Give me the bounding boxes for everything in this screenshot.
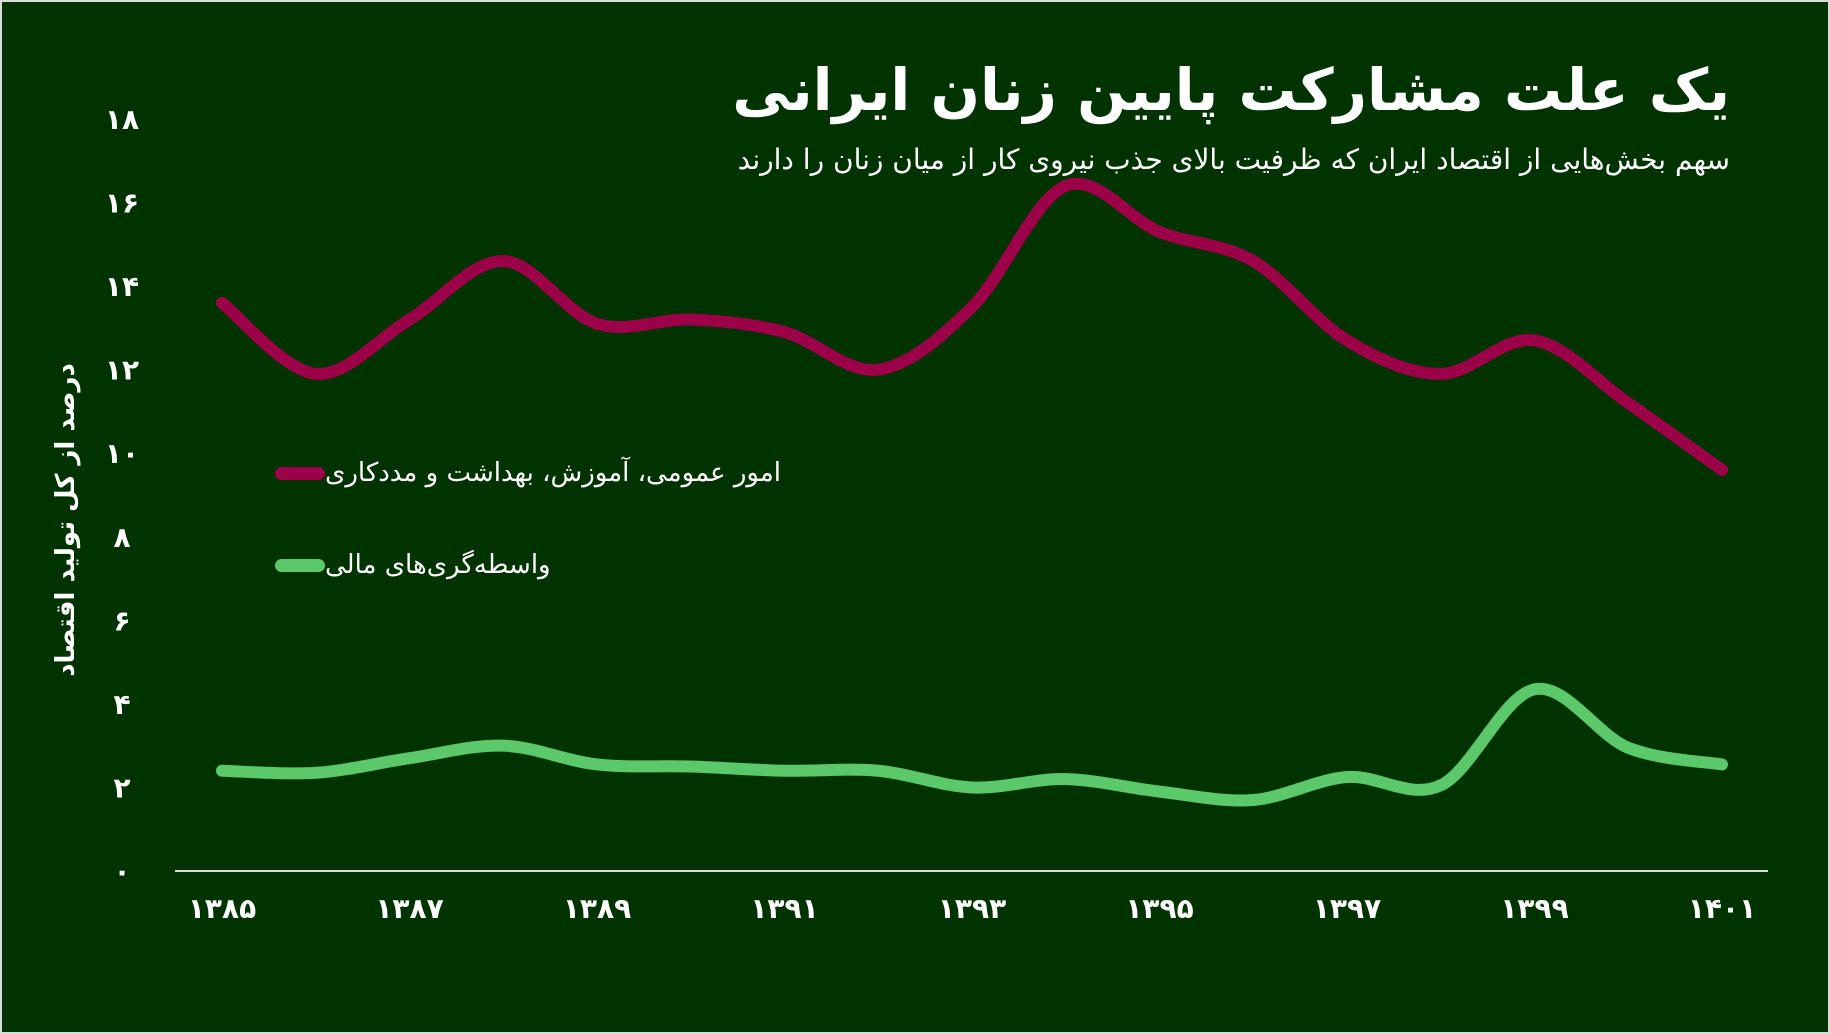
y-tick-label: ۰ bbox=[113, 855, 130, 888]
x-tick-label: ۱۳۸۷ bbox=[375, 892, 443, 925]
x-tick-label: ۱۳۸۵ bbox=[188, 892, 256, 925]
legend-label: امور عمومی، آموزش، بهداشت و مددکاری bbox=[325, 458, 782, 488]
legend-item-financial: واسطه‌گری‌های مالی bbox=[275, 548, 551, 582]
y-tick-label: ۴ bbox=[113, 688, 130, 721]
x-axis-ticks: ۱۳۸۵ ۱۳۸۷ ۱۳۸۹ ۱۳۹۱ ۱۳۹۳ ۱۳۹۵ ۱۳۹۷ ۱۳۹۹ ۱۴۰۱ bbox=[188, 892, 1756, 925]
series-line-public-services bbox=[216, 177, 1728, 476]
x-tick-label: ۱۳۹۷ bbox=[1313, 892, 1381, 925]
series-line-financial bbox=[216, 682, 1728, 807]
x-tick-label: ۱۳۸۹ bbox=[563, 892, 631, 925]
y-axis-ticks: ۰ ۲ ۴ ۶ ۸ ۱۰ ۱۲ ۱۴ ۱۶ ۱۸ bbox=[105, 103, 139, 888]
y-tick-label: ۱۸ bbox=[105, 103, 139, 136]
y-tick-label: ۶ bbox=[113, 604, 130, 637]
series-lines bbox=[216, 177, 1728, 807]
legend-label: واسطه‌گری‌های مالی bbox=[325, 550, 551, 580]
y-tick-label: ۱۶ bbox=[105, 187, 139, 220]
y-tick-label: ۱۰ bbox=[105, 437, 139, 470]
x-tick-label: ۱۳۹۱ bbox=[750, 892, 818, 925]
legend-item-public-services: امور عمومی، آموزش، بهداشت و مددکاری bbox=[275, 456, 781, 490]
legend-swatch-red bbox=[275, 466, 325, 480]
y-tick-label: ۲ bbox=[113, 771, 130, 804]
chart-subtitle: سهم بخش‌هایی از اقتصاد ایران که ظرفیت با… bbox=[737, 143, 1730, 176]
x-tick-label: ۱۳۹۵ bbox=[1125, 892, 1193, 925]
x-tick-label: ۱۴۰۱ bbox=[1688, 892, 1756, 925]
y-tick-label: ۸ bbox=[113, 521, 130, 554]
chart-title: یک علت مشارکت پایین زنان ایرانی bbox=[732, 56, 1730, 124]
x-tick-label: ۱۳۹۹ bbox=[1500, 892, 1568, 925]
legend-swatch-green bbox=[275, 558, 325, 572]
x-tick-label: ۱۳۹۳ bbox=[938, 892, 1006, 925]
y-tick-label: ۱۴ bbox=[105, 270, 139, 303]
y-tick-label: ۱۲ bbox=[105, 354, 139, 387]
